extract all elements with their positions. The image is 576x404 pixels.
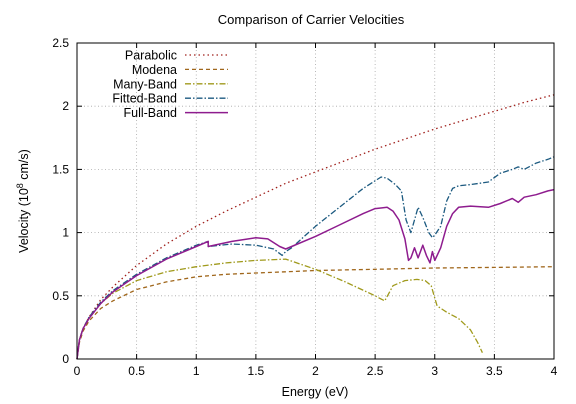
x-tick-label: 3.5: [486, 364, 503, 378]
legend-label-modena: Modena: [132, 63, 177, 77]
y-tick-label: 2.5: [52, 36, 69, 50]
x-tick-label: 4: [551, 364, 558, 378]
series-line-modena: [76, 266, 555, 360]
chart-title: Comparison of Carrier Velocities: [218, 12, 405, 27]
x-tick-label: 1: [193, 364, 200, 378]
y-tick-label: 2: [62, 99, 69, 113]
y-axis-label: Velocity (108 cm/s): [15, 149, 31, 253]
x-tick-label: 2: [312, 364, 319, 378]
series-line-many-band: [76, 258, 483, 360]
y-tick-label: 1.5: [52, 162, 69, 176]
x-tick-label: 0.5: [128, 364, 145, 378]
x-tick-label: 3: [431, 364, 438, 378]
y-axis-label-prefix: Velocity (10: [17, 188, 31, 253]
y-tick-label: 0.5: [52, 289, 69, 303]
series-line-fitted-band: [76, 156, 555, 360]
legend: ParabolicModenaMany-BandFitted-BandFull-…: [112, 49, 228, 120]
legend-label-fitted-band: Fitted-Band: [112, 92, 177, 106]
grid-lines: [77, 43, 554, 359]
x-tick-label: 0: [74, 364, 81, 378]
legend-label-full-band: Full-Band: [124, 106, 178, 120]
y-axis-label-suffix: cm/s): [17, 149, 31, 183]
x-tick-label: 2.5: [367, 364, 384, 378]
series-line-full-band: [76, 188, 555, 360]
y-tick-label: 0: [62, 352, 69, 366]
legend-label-parabolic: Parabolic: [125, 49, 177, 63]
x-axis-label: Energy (eV): [282, 385, 349, 399]
legend-label-many-band: Many-Band: [113, 77, 177, 91]
y-axis-label-exponent: 8: [15, 183, 25, 188]
series-lines: [76, 94, 555, 360]
x-tick-label: 1.5: [248, 364, 265, 378]
y-tick-label: 1: [62, 226, 69, 240]
axis-ticks: 0 0.5 1 1.5 2 2.5 3 3.5 4 0 0.5 1 1.5 2 2.5: [52, 36, 557, 378]
